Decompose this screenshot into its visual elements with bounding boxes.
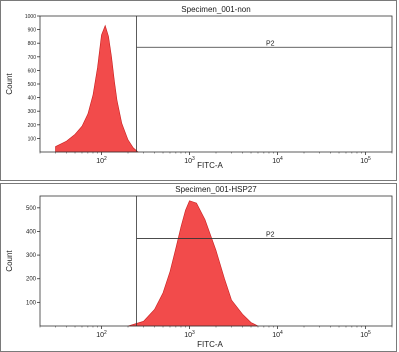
y-tick-label: 200 xyxy=(28,123,37,129)
y-tick-label: 100 xyxy=(26,300,37,306)
y-tick-label: 300 xyxy=(26,253,37,259)
x-axis-label: FITC-A xyxy=(197,340,223,349)
y-tick-label: 600 xyxy=(28,68,37,74)
gate-label: P2 xyxy=(266,232,275,239)
histogram-panel-border-top xyxy=(0,0,397,181)
x-tick-label: 104 xyxy=(272,156,283,165)
y-tick-label: 800 xyxy=(28,41,37,47)
y-tick-label: 700 xyxy=(28,55,37,61)
histogram-series xyxy=(55,24,139,153)
x-tick-label: 103 xyxy=(184,330,195,339)
x-tick-label: 102 xyxy=(96,330,107,339)
x-axis-label: FITC-A xyxy=(197,161,223,170)
y-tick-label: 500 xyxy=(28,82,37,88)
y-tick-label: 400 xyxy=(28,96,37,102)
x-tick-label: 103 xyxy=(184,156,195,165)
y-axis-label: Count xyxy=(5,250,14,272)
y-tick-label: 900 xyxy=(28,28,37,34)
chart-title: Specimen_001-non xyxy=(181,5,250,14)
x-tick-label: 102 xyxy=(96,156,107,165)
y-tick-label: 300 xyxy=(28,109,37,115)
x-tick-label: 104 xyxy=(272,330,283,339)
x-tick-label: 105 xyxy=(360,330,371,339)
histogram-series xyxy=(127,200,259,327)
y-tick-label: 1000 xyxy=(25,14,36,20)
x-tick-label: 105 xyxy=(360,156,371,165)
y-tick-label: 100 xyxy=(28,136,37,142)
chart-title: Specimen_001-HSP27 xyxy=(175,185,257,194)
y-axis-label: Count xyxy=(5,73,14,95)
y-tick-label: 200 xyxy=(26,277,37,283)
histogram-panel-2: Specimen_001-HSP27 P2 102 103 104 105 100 200 30… xyxy=(5,185,393,349)
histogram-panel-1: Specimen_001-non P2 102 103 104 105 100 200 300 4… xyxy=(5,5,393,170)
gate-label: P2 xyxy=(266,40,275,47)
y-tick-label: 400 xyxy=(26,229,37,235)
y-tick-label: 500 xyxy=(26,206,37,212)
